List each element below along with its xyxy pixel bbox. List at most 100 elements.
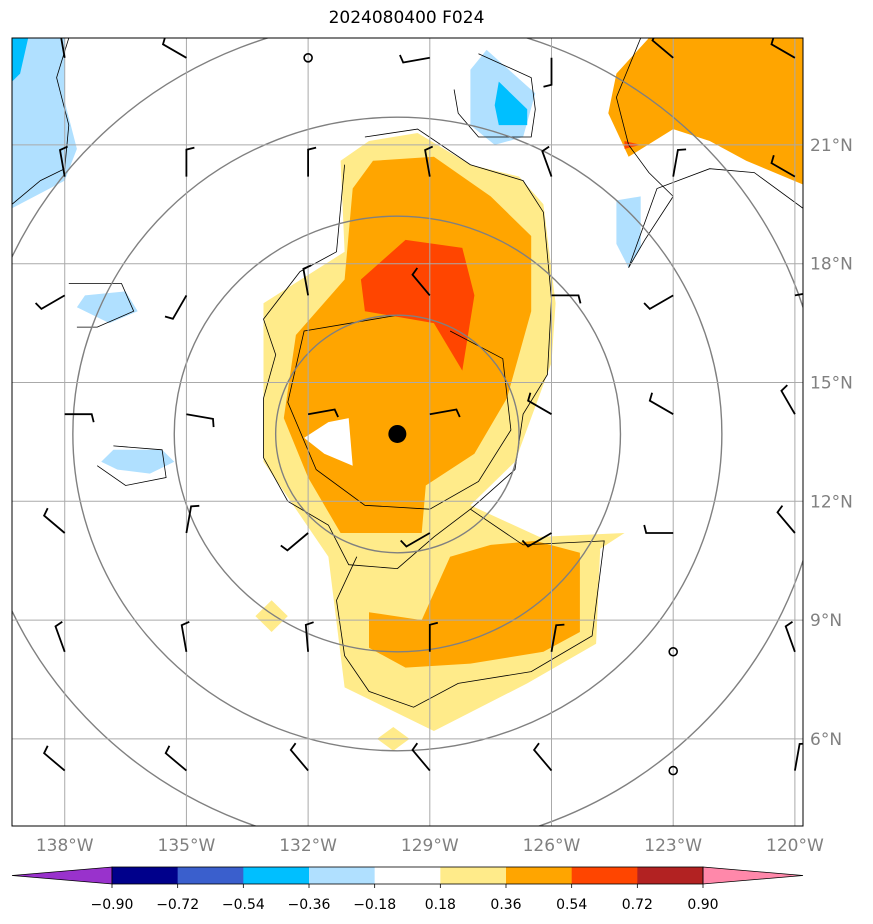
x-tick-label: 138°W — [36, 836, 94, 856]
colorbar-segment — [374, 867, 441, 884]
wind-barb — [307, 408, 339, 418]
wind-barb — [541, 145, 553, 177]
colorbar-label: 0.36 — [490, 897, 521, 913]
range-ring — [72, 116, 723, 752]
contour-line — [336, 508, 605, 708]
plot-frame — [11, 37, 804, 827]
range-ring — [173, 215, 622, 653]
colorbar-extend-low — [11, 866, 113, 885]
shaded-region — [12, 38, 77, 209]
shaded-region — [76, 291, 138, 324]
wind-barb — [784, 621, 796, 653]
chart-title: 2024080400 F024 — [328, 8, 485, 28]
wind-barb — [280, 532, 309, 552]
contour-line — [287, 314, 512, 510]
wind-barb — [527, 392, 552, 415]
contour-line — [96, 445, 167, 486]
colorbar-segment — [571, 867, 638, 884]
colorbar-segment — [177, 867, 244, 884]
y-tick-label: 9°N — [810, 611, 842, 631]
colorbar-label: 0.18 — [425, 897, 456, 913]
calm-wind-circle — [668, 646, 678, 657]
wind-barb — [424, 145, 434, 177]
y-tick-label: 12°N — [810, 492, 853, 512]
grid-lines — [12, 38, 803, 826]
wind-barb — [399, 54, 430, 64]
x-tick-label: 123°W — [644, 836, 702, 856]
wind-barb — [411, 267, 431, 296]
colorbar-segment — [506, 867, 572, 884]
y-tick-labels: 6°N 9°N 12°N 15°N 18°N 21°N — [810, 136, 853, 750]
wind-barb — [64, 413, 95, 423]
x-tick-label: 135°W — [158, 836, 216, 856]
wind-barb — [532, 742, 553, 772]
shaded-regions — [12, 38, 803, 751]
range-rings — [12, 38, 803, 826]
colorbar-label: 0.90 — [687, 897, 718, 913]
wind-barb — [302, 264, 312, 296]
wind-barb — [411, 742, 431, 772]
wind-barb — [307, 146, 317, 177]
wind-barb — [42, 507, 66, 534]
colorbar-segment — [637, 867, 704, 884]
shaded-region — [369, 540, 580, 668]
shaded-region — [12, 38, 29, 82]
storm-center-marker — [388, 424, 407, 443]
wind-barb — [770, 38, 796, 59]
colorbar-label: −0.90 — [91, 897, 134, 913]
shaded-region — [616, 196, 641, 268]
shaded-region — [494, 81, 528, 126]
wind-barb — [551, 294, 582, 304]
x-tick-label: 129°W — [401, 836, 459, 856]
colorbar-label: −0.18 — [353, 897, 396, 913]
wind-barb — [161, 38, 187, 59]
contour-line — [68, 283, 135, 328]
colorbar-label: −0.54 — [222, 897, 265, 913]
wind-barb — [54, 621, 66, 653]
x-tick-label: 126°W — [523, 836, 581, 856]
storm-center — [388, 424, 407, 443]
wind-barb — [651, 38, 674, 59]
x-tick-label: 132°W — [279, 836, 337, 856]
calm-wind-circle — [303, 52, 313, 63]
shaded-region — [101, 449, 175, 474]
wind-barb — [164, 294, 188, 320]
wind-barb — [672, 148, 687, 177]
colorbar-label: 0.72 — [622, 897, 653, 913]
wind-barb — [185, 504, 200, 534]
shaded-region — [360, 239, 475, 371]
wind-barb — [180, 620, 190, 652]
wind-barb — [164, 745, 187, 772]
wind-barb — [770, 154, 796, 178]
wind-barb — [794, 742, 803, 771]
wind-barb — [776, 505, 796, 534]
wind-barb — [643, 524, 674, 534]
y-tick-label: 6°N — [810, 730, 842, 750]
wind-barb — [780, 384, 796, 415]
wind-barb — [550, 623, 565, 652]
colorbar-frame — [111, 866, 704, 885]
wind-barb — [543, 57, 553, 88]
calm-wind-circle — [668, 765, 678, 776]
wind-barb — [58, 145, 68, 177]
colorbar-segment — [112, 867, 178, 884]
wind-barb — [643, 294, 674, 311]
wind-barb — [60, 38, 66, 58]
wind-barb — [521, 532, 552, 548]
colorbar: −0.90 −0.72 −0.54 −0.36 −0.18 0.18 0.36 0.54 0.7… — [11, 866, 804, 913]
colorbar-segment — [309, 867, 375, 884]
y-tick-label: 18°N — [810, 255, 853, 275]
wind-barb — [34, 294, 66, 311]
wind-barb — [429, 408, 461, 418]
colorbar-segment — [440, 867, 507, 884]
colorbar-label: 0.54 — [556, 897, 587, 913]
colorbar-extend-high — [702, 866, 804, 885]
contour-line — [615, 38, 803, 268]
wind-barb — [42, 745, 66, 772]
wind-barb — [304, 621, 314, 652]
wind-barb — [186, 413, 215, 428]
colorbar-segment — [243, 867, 310, 884]
contour-line — [263, 128, 552, 570]
wind-barb — [185, 146, 195, 177]
